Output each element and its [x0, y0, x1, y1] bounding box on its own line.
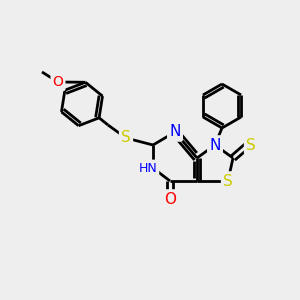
Text: S: S	[223, 173, 233, 188]
Text: HN: HN	[139, 161, 158, 175]
Text: O: O	[52, 75, 63, 89]
Text: N: N	[169, 124, 181, 140]
Text: S: S	[121, 130, 131, 146]
Text: S: S	[246, 137, 256, 152]
Text: N: N	[209, 137, 221, 152]
Text: O: O	[164, 191, 176, 206]
